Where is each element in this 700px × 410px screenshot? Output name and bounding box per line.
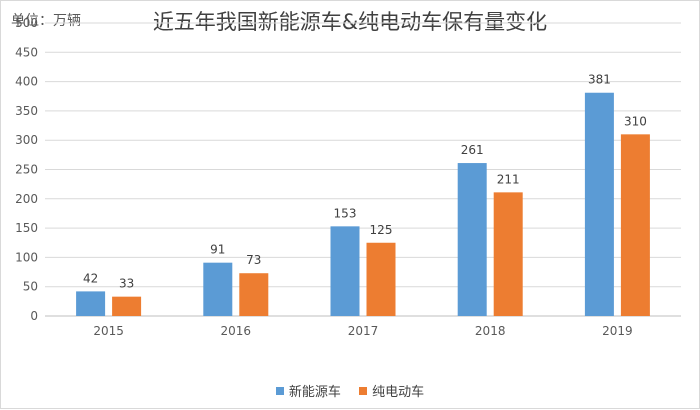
- bar-series-1: [239, 273, 269, 316]
- x-tick-label: 2018: [475, 324, 506, 338]
- data-label: 211: [497, 172, 520, 186]
- data-label: 261: [461, 143, 484, 157]
- y-tick-label: 100: [15, 250, 38, 264]
- legend-swatch: [275, 386, 284, 395]
- legend-swatch: [359, 386, 368, 395]
- data-label: 73: [246, 253, 261, 267]
- chart-title: 近五年我国新能源车&纯电动车保有量变化: [152, 10, 548, 34]
- unit-label: 单位：万辆: [11, 13, 81, 29]
- x-tick-label: 2015: [93, 324, 124, 338]
- y-tick-label: 250: [15, 163, 38, 177]
- data-label: 381: [588, 73, 611, 87]
- y-tick-label: 300: [15, 133, 38, 147]
- data-label: 125: [370, 223, 393, 237]
- bar-series-0: [203, 262, 233, 316]
- legend: 新能源车 纯电动车: [1, 381, 699, 400]
- bar-series-0: [457, 163, 487, 316]
- y-tick-label: 500: [15, 16, 38, 30]
- bar-series-1: [366, 242, 396, 316]
- y-tick-label: 200: [15, 192, 38, 206]
- data-label: 42: [83, 271, 98, 285]
- y-tick-label: 350: [15, 104, 38, 118]
- bar-series-0: [76, 291, 106, 316]
- y-tick-label: 50: [23, 280, 38, 294]
- legend-label: 新能源车: [288, 385, 341, 400]
- y-tick-label: 450: [15, 45, 38, 59]
- x-tick-label: 2016: [221, 324, 252, 338]
- bar-series-1: [493, 192, 523, 316]
- data-label: 91: [210, 243, 225, 257]
- legend-label: 纯电动车: [372, 385, 425, 400]
- y-tick-label: 0: [30, 309, 38, 323]
- data-label: 310: [624, 114, 647, 128]
- legend-item-series-0: 新能源车: [275, 381, 341, 400]
- x-tick-label: 2019: [602, 324, 633, 338]
- legend-item-series-1: 纯电动车: [359, 381, 424, 400]
- y-tick-label: 400: [15, 75, 38, 89]
- bar-series-0: [330, 226, 360, 316]
- bar-series-1: [620, 134, 650, 316]
- bar-series-1: [112, 296, 142, 316]
- data-label: 33: [119, 277, 134, 291]
- bar-series-0: [584, 92, 614, 316]
- x-tick-label: 2017: [348, 324, 379, 338]
- data-label: 153: [334, 206, 357, 220]
- y-tick-label: 150: [15, 221, 38, 235]
